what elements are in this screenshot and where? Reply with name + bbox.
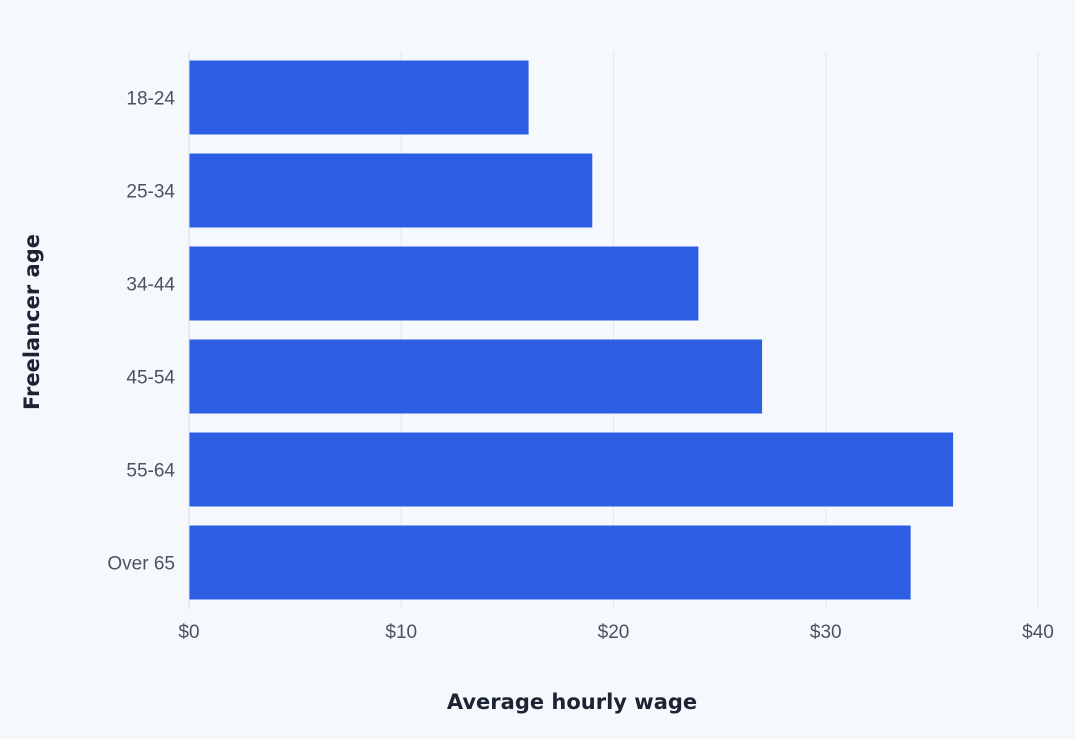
y-axis-title: Freelancer age	[20, 234, 44, 410]
bars	[189, 60, 954, 600]
tick-labels: $0 $10 $20 $30 $40 18-24 25-34 34-44 45-54 55-64 O…	[107, 89, 1053, 644]
x-axis-title: Average hourly wage	[447, 690, 697, 714]
gridlines	[400, 51, 1039, 609]
bar	[189, 339, 763, 414]
x-tick-label: $20	[598, 622, 630, 643]
y-tick-label: Over 65	[107, 554, 175, 575]
bar	[189, 525, 911, 600]
y-tick-label: 18-24	[126, 89, 175, 110]
x-tick-label: $0	[178, 622, 199, 643]
x-tick-label: $40	[1022, 622, 1054, 643]
x-tick-label: $30	[810, 622, 842, 643]
bar	[189, 432, 954, 507]
x-tick-label: $10	[385, 622, 417, 643]
y-tick-label: 34-44	[126, 275, 175, 296]
y-tick-label: 55-64	[126, 461, 175, 482]
bar	[189, 153, 593, 228]
y-tick-label: 25-34	[126, 182, 175, 203]
bar	[189, 246, 699, 321]
y-tick-label: 45-54	[126, 368, 175, 389]
bar	[189, 60, 529, 135]
